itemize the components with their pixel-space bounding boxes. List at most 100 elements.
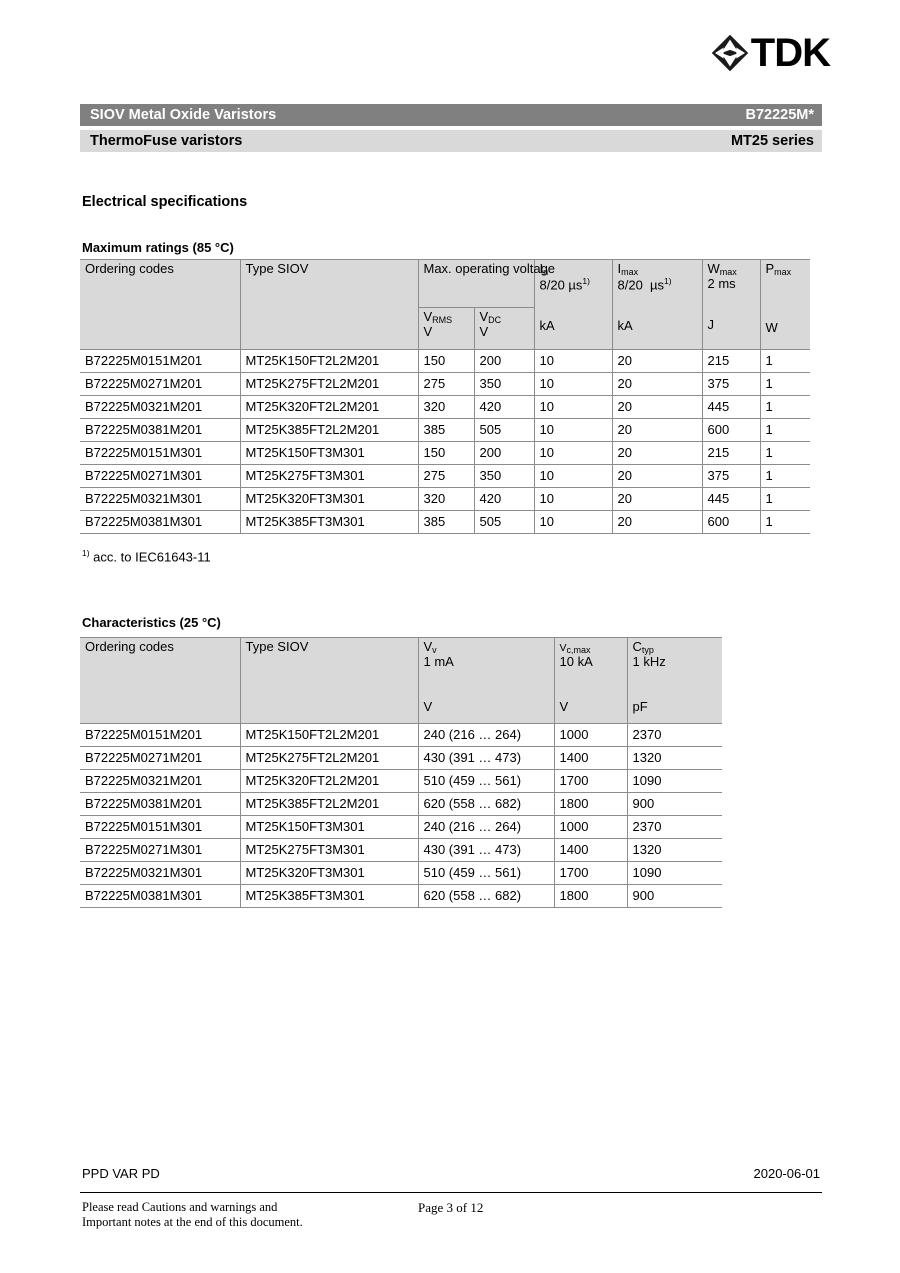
header-ordering-codes: Ordering codes bbox=[80, 637, 240, 724]
header-pmax-symbol: P bbox=[765, 261, 775, 276]
cell-vv: 430 (391 … 473) bbox=[417, 838, 554, 862]
cell-wmax: 445 bbox=[701, 487, 760, 511]
cell-vrms: 385 bbox=[417, 418, 474, 442]
tdk-wordmark: TDK bbox=[750, 31, 831, 75]
table-header-row: Ordering codes Type SIOV Vv 1 mA V Vc,ma… bbox=[80, 637, 722, 724]
cell-in: 10 bbox=[533, 349, 612, 373]
footer-page-number: Page 3 of 12 bbox=[418, 1200, 484, 1215]
cell-type-siov: MT25K320FT2L2M201 bbox=[239, 395, 418, 419]
cell-pmax: 1 bbox=[759, 395, 810, 419]
maximum-ratings-table: Ordering codes Type SIOV Max. operating … bbox=[80, 259, 810, 534]
cell-type-siov: MT25K150FT2L2M201 bbox=[239, 349, 418, 373]
cell-imax: 20 bbox=[611, 464, 702, 488]
product-subtitle-label: ThermoFuse varistors bbox=[90, 133, 243, 149]
header-pmax-unit: W bbox=[765, 320, 778, 335]
cell-vcmax: 1700 bbox=[553, 861, 627, 885]
header-vcmax-condition: 10 kA bbox=[559, 654, 593, 669]
cell-in: 10 bbox=[533, 395, 612, 419]
header-vv-symbol: V bbox=[423, 639, 433, 654]
subsection-heading-characteristics: Characteristics (25 °C) bbox=[82, 615, 221, 630]
cell-ordering-code: B72225M0271M301 bbox=[80, 464, 240, 488]
cell-ordering-code: B72225M0321M201 bbox=[80, 395, 240, 419]
cell-ctyp: 1320 bbox=[626, 746, 722, 770]
characteristics-table: Ordering codes Type SIOV Vv 1 mA V Vc,ma… bbox=[80, 637, 722, 908]
cell-wmax: 215 bbox=[701, 441, 760, 465]
header-imax-footnote-ref: 1) bbox=[664, 276, 672, 286]
header-vv-condition: 1 mA bbox=[423, 654, 454, 669]
cell-in: 10 bbox=[533, 510, 612, 534]
header-ctyp-condition: 1 kHz bbox=[632, 654, 666, 669]
footnote-iec-reference: 1) acc. to IEC61643-11 bbox=[82, 548, 211, 564]
tdk-diamond-emblem bbox=[711, 34, 748, 72]
cell-imax: 20 bbox=[611, 441, 702, 465]
cell-vv: 430 (391 … 473) bbox=[417, 746, 554, 770]
cell-vv: 510 (459 … 561) bbox=[417, 769, 554, 793]
cell-vv: 240 (216 … 264) bbox=[417, 815, 554, 839]
footer-cautions-line-1: Please read Cautions and warnings and bbox=[82, 1200, 278, 1214]
cell-imax: 20 bbox=[611, 349, 702, 373]
cell-ordering-code: B72225M0381M201 bbox=[80, 792, 240, 816]
cell-ordering-code: B72225M0321M201 bbox=[80, 769, 240, 793]
header-ctyp-capacitance: Ctyp 1 kHz pF bbox=[626, 637, 722, 724]
cell-imax: 20 bbox=[611, 418, 702, 442]
header-vdc: VDC V bbox=[473, 307, 534, 350]
cell-type-siov: MT25K150FT3M301 bbox=[239, 815, 418, 839]
table-row: B72225M0151M201 MT25K150FT2L2M201 150 200 10… bbox=[80, 349, 810, 373]
cell-imax: 20 bbox=[611, 395, 702, 419]
header-vrms: VRMS V bbox=[417, 307, 474, 350]
cell-type-siov: MT25K275FT3M301 bbox=[239, 838, 418, 862]
cell-pmax: 1 bbox=[759, 349, 810, 373]
subsection-heading-maximum-ratings: Maximum ratings (85 °C) bbox=[82, 240, 234, 255]
cell-pmax: 1 bbox=[759, 510, 810, 534]
table-row: B72225M0271M201 MT25K275FT2L2M201 430 (391… bbox=[80, 746, 722, 770]
header-imax-subscript: max bbox=[621, 267, 639, 277]
cell-type-siov: MT25K385FT3M301 bbox=[239, 510, 418, 534]
table-row: B72225M0151M301 MT25K150FT3M301 150 200 10 20… bbox=[80, 441, 810, 465]
table-row: B72225M0271M201 MT25K275FT2L2M201 275 350 10… bbox=[80, 372, 810, 396]
cell-pmax: 1 bbox=[759, 487, 810, 511]
header-wmax-energy: Wmax 2 ms J bbox=[701, 259, 760, 350]
cell-vrms: 150 bbox=[417, 349, 474, 373]
cell-in: 10 bbox=[533, 441, 612, 465]
header-imax-unit: kA bbox=[617, 318, 633, 334]
header-ctyp-unit: pF bbox=[632, 699, 648, 714]
header-wmax-unit: J bbox=[707, 317, 715, 332]
cell-pmax: 1 bbox=[759, 464, 810, 488]
footer-date: 2020-06-01 bbox=[753, 1166, 821, 1181]
cell-type-siov: MT25K320FT3M301 bbox=[239, 487, 418, 511]
table-header-row: Ordering codes Type SIOV Max. operating … bbox=[80, 259, 810, 350]
header-vcmax-unit: V bbox=[559, 699, 569, 714]
header-wmax-condition: 2 ms bbox=[707, 276, 736, 291]
cell-ctyp: 900 bbox=[626, 884, 722, 908]
cell-vdc: 350 bbox=[473, 464, 534, 488]
header-vcmax-clamping-voltage: Vc,max 10 kA V bbox=[553, 637, 627, 724]
cell-ordering-code: B72225M0271M201 bbox=[80, 746, 240, 770]
cell-vv: 620 (558 … 682) bbox=[417, 792, 554, 816]
cell-vcmax: 1000 bbox=[553, 723, 627, 747]
header-vdc-subscript: DC bbox=[488, 315, 502, 325]
table-row: B72225M0381M301 MT25K385FT3M301 620 (558 …… bbox=[80, 884, 722, 908]
header-in-current: In 8/20 µs1) kA bbox=[533, 259, 612, 350]
cell-pmax: 1 bbox=[759, 372, 810, 396]
product-family-label: SIOV Metal Oxide Varistors bbox=[90, 107, 277, 123]
cell-wmax: 375 bbox=[701, 464, 760, 488]
table-row: B72225M0321M301 MT25K320FT3M301 510 (459 …… bbox=[80, 861, 722, 885]
footer-cautions-note: Please read Cautions and warnings and Im… bbox=[82, 1200, 303, 1230]
cell-ordering-code: B72225M0321M301 bbox=[80, 861, 240, 885]
footer-divider bbox=[80, 1192, 822, 1193]
table-row: B72225M0381M201 MT25K385FT2L2M201 620 (558… bbox=[80, 792, 722, 816]
table-row: B72225M0271M301 MT25K275FT3M301 275 350 10 20… bbox=[80, 464, 810, 488]
cell-ctyp: 2370 bbox=[626, 723, 722, 747]
header-in-footnote-ref: 1) bbox=[582, 276, 590, 286]
header-type-siov: Type SIOV bbox=[239, 259, 418, 350]
section-heading-electrical-specifications: Electrical specifications bbox=[82, 194, 248, 210]
cell-ordering-code: B72225M0151M301 bbox=[80, 441, 240, 465]
header-in-subscript: n bbox=[543, 267, 549, 277]
header-pmax-subscript: max bbox=[774, 267, 792, 277]
table-row: B72225M0271M301 MT25K275FT3M301 430 (391 …… bbox=[80, 838, 722, 862]
header-vdc-symbol: V bbox=[479, 309, 489, 324]
header-vrms-subscript: RMS bbox=[432, 315, 453, 325]
table-subheader-row: VRMS V VDC V bbox=[80, 307, 810, 350]
header-vrms-unit: V bbox=[423, 324, 433, 339]
header-wmax-subscript: max bbox=[719, 267, 737, 277]
